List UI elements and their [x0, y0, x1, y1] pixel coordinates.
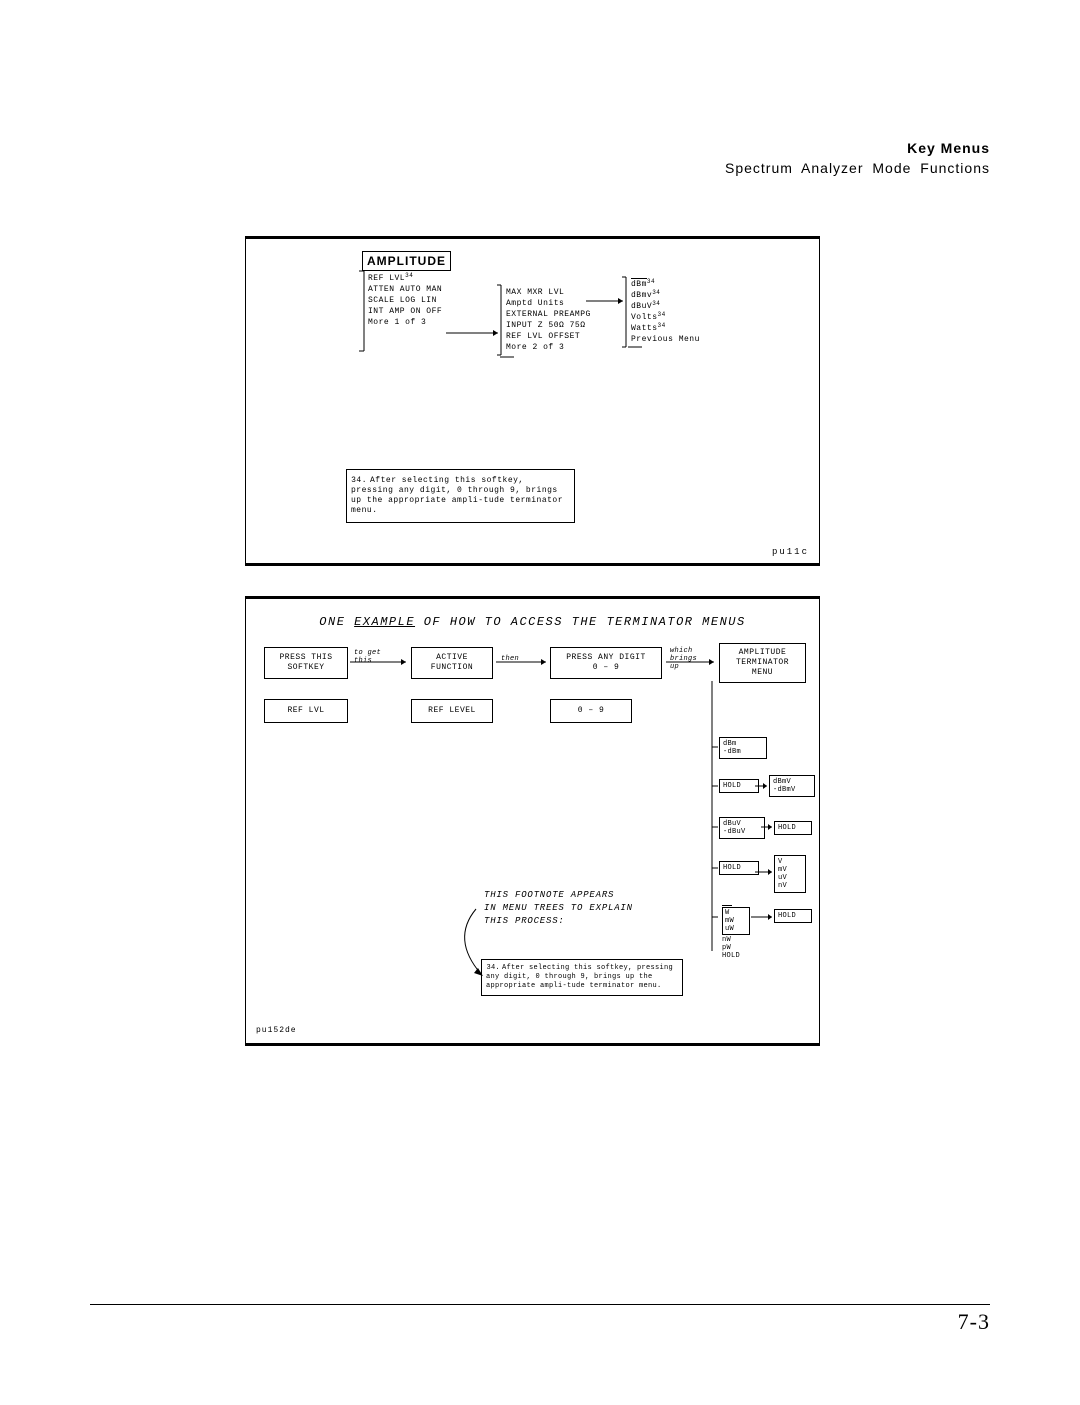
footnote-number: 34.	[351, 476, 367, 486]
page-footer-rule: 7-3	[90, 1304, 990, 1335]
footnote-text: After selecting this softkey, pressing a…	[486, 964, 673, 990]
footnote-box: 34.After selecting this softkey, pressin…	[481, 959, 683, 996]
footnote-intro: THIS FOOTNOTE APPEARSIN MENU TREES TO EX…	[484, 889, 633, 928]
footnote-number: 34.	[486, 964, 500, 973]
page-number: 7-3	[90, 1309, 990, 1335]
header-title: Key Menus	[90, 140, 990, 156]
footnote-text: After selecting this softkey, pressing a…	[351, 476, 563, 515]
page: Key Menus Spectrum Analyzer Mode Functio…	[0, 0, 1080, 1405]
figure-reference: pu11c	[772, 547, 809, 557]
footnote-box: 34.After selecting this softkey, pressin…	[346, 469, 575, 523]
figure-reference: pu152de	[256, 1026, 297, 1035]
figure-terminator-example: ONE EXAMPLE OF HOW TO ACCESS THE TERMINA…	[245, 596, 820, 1046]
header-subtitle: Spectrum Analyzer Mode Functions	[90, 160, 990, 176]
figure-amplitude-menu: AMPLITUDE REF LVL34 ATTEN AUTO MAN SCALE…	[245, 236, 820, 566]
page-header: Key Menus Spectrum Analyzer Mode Functio…	[90, 0, 990, 176]
